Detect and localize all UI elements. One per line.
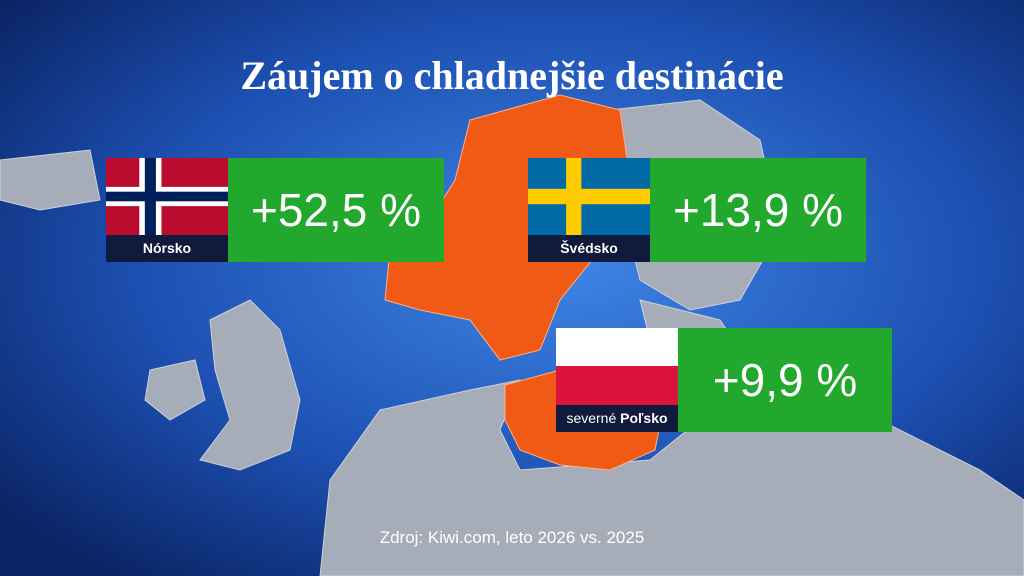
change-value: +9,9 %: [678, 328, 892, 432]
country: Poľsko: [620, 410, 668, 426]
change-value: +13,9 %: [650, 158, 866, 262]
change-value: +52,5 %: [228, 158, 444, 262]
country-name: severné Poľsko: [556, 405, 678, 432]
country-card: Švédsko +13,9 %: [528, 158, 866, 262]
country-card: severné Poľsko +9,9 %: [556, 328, 892, 432]
country-name: Švédsko: [528, 235, 650, 262]
qualifier: severné: [566, 410, 617, 426]
country-name: Nórsko: [106, 235, 228, 262]
country-card: Nórsko +52,5 %: [106, 158, 444, 262]
source: Zdroj: Kiwi.com, leto 2026 vs. 2025: [379, 528, 645, 547]
title: Záujem o chladnejšie destinácie: [240, 53, 784, 98]
